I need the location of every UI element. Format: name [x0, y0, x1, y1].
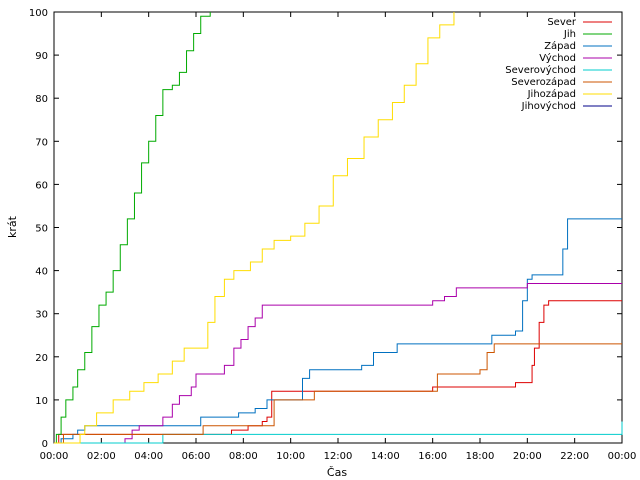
y-tick-label: 40	[35, 267, 48, 278]
x-tick-label: 00:00	[608, 451, 637, 462]
y-tick-label: 90	[35, 51, 48, 62]
y-tick-label: 70	[35, 137, 48, 148]
y-tick-label: 100	[29, 8, 48, 19]
x-tick-label: 04:00	[134, 451, 163, 462]
series-line-4	[54, 421, 623, 444]
x-tick-label: 00:00	[40, 451, 69, 462]
x-tick-label: 14:00	[371, 451, 400, 462]
y-tick-label: 10	[35, 396, 48, 407]
legend-label: Sever	[547, 17, 577, 28]
legend-label: Severozápad	[511, 76, 576, 88]
legend-label: Východ	[539, 52, 576, 64]
series-line-6	[54, 12, 455, 444]
series-line-2	[54, 218, 622, 444]
series-line-3	[54, 283, 622, 444]
x-tick-label: 06:00	[182, 451, 211, 462]
series-line-0	[54, 300, 622, 444]
x-tick-label: 20:00	[513, 451, 542, 462]
legend-label: Západ	[544, 40, 576, 52]
y-tick-label: 20	[35, 353, 48, 364]
x-tick-label: 22:00	[560, 451, 589, 462]
x-tick-label: 16:00	[418, 451, 447, 462]
y-tick-label: 50	[35, 224, 48, 235]
x-tick-label: 08:00	[229, 451, 258, 462]
legend-label: Jihovýchod	[521, 100, 576, 112]
y-tick-label: 30	[35, 310, 48, 321]
y-tick-label: 60	[35, 180, 48, 191]
x-tick-label: 10:00	[276, 451, 305, 462]
y-tick-label: 0	[42, 439, 48, 450]
legend-label: Severovýchod	[505, 64, 576, 76]
x-tick-label: 18:00	[466, 451, 495, 462]
series-line-1	[54, 12, 211, 444]
series-layer	[54, 12, 623, 444]
legend-label: Jihozápad	[527, 88, 576, 100]
y-tick-label: 80	[35, 94, 48, 105]
x-tick-label: 12:00	[324, 451, 353, 462]
x-axis: 00:00 02:00 04:00 06:00 08:00 10:00 12:00 14:00…	[40, 12, 637, 462]
y-axis: 0 10 20 30 40 50 60 70 80 90 100	[29, 8, 622, 450]
series-line-5	[54, 343, 622, 444]
legend-label: Jih	[563, 29, 576, 40]
legend: SeverJihZápadVýchodSeverovýchodSeverozáp…	[505, 17, 612, 112]
y-axis-title: krát	[6, 215, 19, 238]
x-axis-title: Čas	[327, 466, 347, 479]
x-tick-label: 02:00	[87, 451, 116, 462]
